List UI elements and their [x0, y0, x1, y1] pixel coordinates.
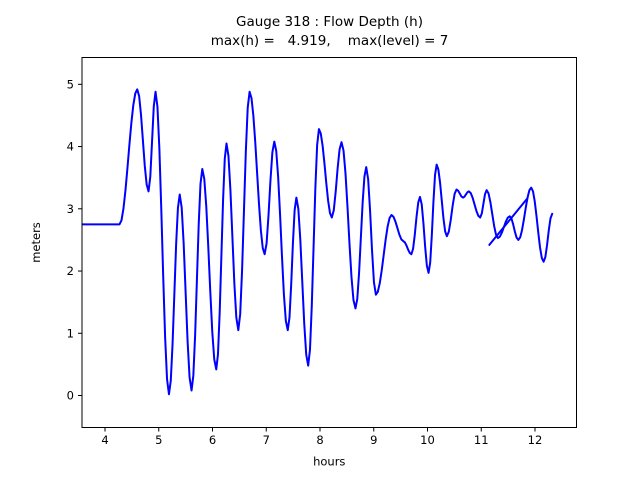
y-tick-label: 0 — [67, 389, 74, 403]
y-tick-label: 3 — [67, 202, 74, 216]
x-tick-label: 11 — [474, 433, 489, 447]
y-tick-label: 2 — [67, 264, 74, 278]
x-tick-label: 8 — [316, 433, 323, 447]
y-axis-label: meters — [29, 222, 43, 263]
chart-subtitle: max(h) = 4.919, max(level) = 7 — [210, 32, 449, 49]
x-tick-label: 12 — [528, 433, 543, 447]
chart-title: Gauge 318 : Flow Depth (h) — [236, 14, 423, 30]
x-tick-label: 9 — [370, 433, 377, 447]
x-tick-label: 7 — [263, 433, 270, 447]
x-axis-label: hours — [313, 455, 345, 469]
x-tick-label: 4 — [101, 433, 108, 447]
chart-titles: Gauge 318 : Flow Depth (h) max(h) = 4.91… — [82, 13, 577, 50]
flow-depth-main-line — [82, 88, 554, 396]
x-tick-label: 5 — [155, 433, 162, 447]
y-tick-label: 1 — [67, 326, 74, 340]
x-tick-label: 10 — [420, 433, 435, 447]
y-tick-label: 4 — [67, 140, 74, 154]
plot-frame — [81, 57, 577, 428]
y-tick-label: 5 — [67, 77, 74, 91]
x-tick-label: 6 — [209, 433, 216, 447]
flow-depth-overlap-segment-line — [488, 197, 529, 246]
